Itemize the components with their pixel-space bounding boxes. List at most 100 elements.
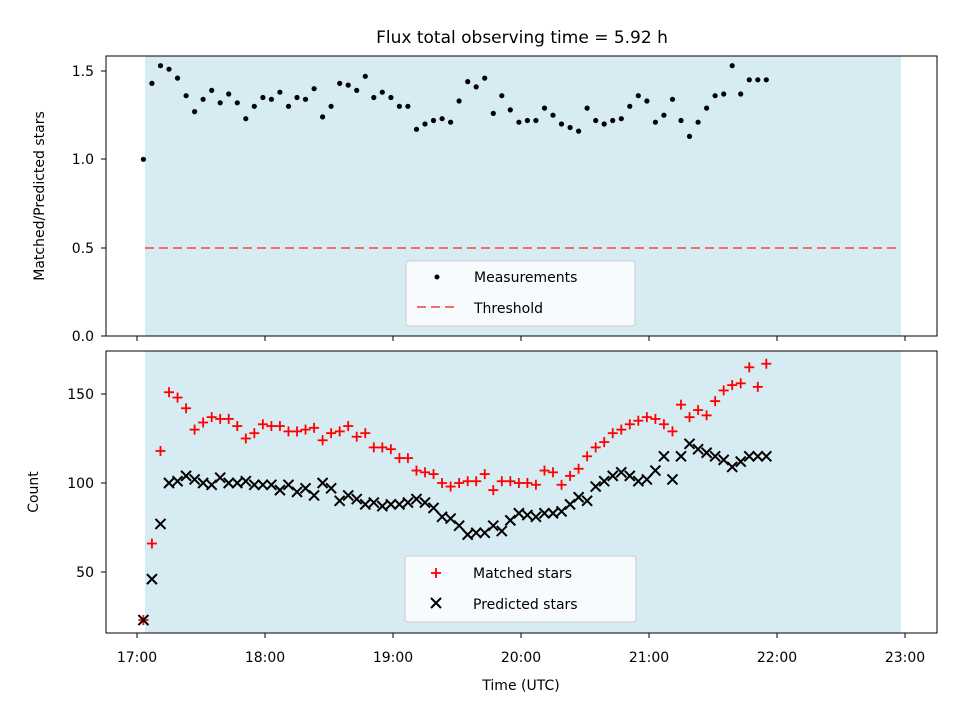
y-ticks-bottom: 50 100 150 bbox=[67, 387, 106, 581]
measurement-point bbox=[157, 63, 164, 69]
legend-marker-predicted bbox=[430, 597, 442, 609]
predicted-star-point bbox=[470, 527, 482, 539]
predicted-star-point bbox=[752, 450, 764, 463]
matched-star-point bbox=[223, 413, 234, 424]
predicted-star-point bbox=[197, 477, 209, 489]
measurement-point bbox=[704, 105, 710, 111]
predicted-star-point bbox=[683, 438, 696, 450]
predicted-star-point bbox=[675, 450, 687, 463]
x-tick-label: 22:00 bbox=[757, 650, 797, 666]
measurement-point bbox=[652, 119, 659, 125]
matched-star-point bbox=[394, 453, 405, 464]
measurement-point bbox=[268, 96, 274, 102]
y-tick-label: 150 bbox=[67, 387, 94, 403]
measurement-point bbox=[593, 117, 599, 124]
legend-marker-matched bbox=[431, 568, 441, 578]
predicted-star-point bbox=[538, 507, 551, 519]
matched-star-point bbox=[513, 478, 524, 488]
predicted-star-point bbox=[291, 486, 303, 498]
matched-star-point bbox=[437, 478, 448, 488]
predicted-star-point bbox=[658, 450, 670, 463]
predicted-star-point bbox=[581, 495, 593, 507]
matched-star-point bbox=[274, 421, 285, 432]
matched-star-point bbox=[300, 424, 311, 435]
matched-star-point bbox=[744, 362, 755, 373]
y-tick-label: 0.5 bbox=[72, 241, 94, 257]
matched-star-point bbox=[727, 380, 738, 391]
matched-star-point bbox=[752, 381, 763, 392]
predicted-star-point bbox=[154, 518, 167, 530]
predicted-star-point bbox=[376, 500, 389, 512]
matched-star-point bbox=[155, 445, 166, 456]
matched-star-point bbox=[189, 424, 200, 435]
measurement-point bbox=[550, 112, 556, 118]
predicted-star-point bbox=[214, 471, 226, 484]
measurement-point bbox=[729, 63, 735, 69]
x-ticks-bottom: 17:00 18:00 19:00 20:00 21:00 22:00 23:0… bbox=[117, 633, 925, 666]
measurement-point bbox=[601, 121, 607, 127]
matched-star-point bbox=[198, 417, 209, 428]
y-tick-label: 0.0 bbox=[72, 329, 94, 345]
measurement-point bbox=[277, 89, 283, 95]
predicted-star-point bbox=[700, 447, 713, 459]
predicted-star-point bbox=[163, 477, 175, 489]
matched-star-point bbox=[334, 426, 345, 437]
predicted-star-point bbox=[333, 495, 346, 507]
predicted-star-point bbox=[487, 520, 499, 532]
predicted-star-point bbox=[257, 479, 269, 491]
measurement-point bbox=[413, 126, 420, 132]
matched-star-point bbox=[146, 538, 157, 549]
matched-star-point bbox=[505, 476, 516, 487]
measurement-point bbox=[738, 91, 744, 97]
measurement-point bbox=[379, 89, 385, 95]
predicted-star-point bbox=[666, 473, 679, 486]
x-tick-label: 17:00 bbox=[117, 650, 157, 666]
measurement-point bbox=[337, 80, 343, 86]
measurement-point bbox=[712, 93, 718, 99]
matched-star-point bbox=[573, 463, 584, 474]
predicted-star-point bbox=[547, 507, 559, 519]
predicted-star-point bbox=[743, 450, 755, 463]
predicted-star-point bbox=[419, 496, 431, 509]
x-axis-label: Time (UTC) bbox=[481, 678, 559, 694]
measurement-point bbox=[140, 156, 146, 162]
measurement-point bbox=[576, 128, 582, 134]
matched-star-point bbox=[232, 421, 243, 432]
matched-star-point bbox=[565, 470, 576, 481]
measurement-point bbox=[328, 103, 334, 109]
predicted-star-point bbox=[385, 498, 397, 511]
predicted-star-point bbox=[231, 477, 243, 489]
measurement-point bbox=[243, 116, 249, 122]
matched-star-point bbox=[411, 465, 422, 476]
matched-star-point bbox=[249, 428, 260, 439]
matched-star-point bbox=[445, 481, 456, 492]
measurement-point bbox=[482, 75, 488, 81]
measurement-point bbox=[200, 96, 206, 102]
matched-star-point bbox=[164, 387, 174, 398]
x-tick-label: 18:00 bbox=[245, 650, 285, 666]
measurement-point bbox=[635, 93, 641, 99]
predicted-star-point bbox=[496, 525, 508, 537]
measurement-point bbox=[465, 79, 471, 85]
measurement-point bbox=[251, 103, 257, 109]
measurement-point bbox=[627, 103, 633, 109]
predicted-star-point bbox=[521, 509, 534, 521]
x-ticks-top bbox=[136, 336, 906, 341]
predicted-star-point bbox=[709, 450, 721, 463]
top-panel: Flux total observing time = 5.92 h 0.0 0… bbox=[32, 28, 938, 345]
measurement-point bbox=[448, 119, 454, 125]
matched-star-point bbox=[351, 431, 362, 442]
measurement-point bbox=[533, 117, 539, 124]
bottom-panel: 50 100 150 17:00 18:00 19:00 20:00 21:00… bbox=[26, 350, 938, 694]
legend-top: Measurements Threshold bbox=[405, 260, 636, 327]
matched-star-point bbox=[172, 392, 183, 403]
predicted-star-point bbox=[607, 470, 619, 482]
matched-star-point bbox=[368, 442, 379, 453]
matched-star-point bbox=[624, 419, 635, 430]
measurement-point bbox=[661, 112, 667, 118]
predicted-star-point bbox=[461, 528, 474, 541]
predicted-star-point bbox=[316, 477, 329, 489]
predicted-star-point bbox=[180, 470, 192, 482]
matched-star-point bbox=[667, 426, 678, 437]
measurement-point bbox=[311, 86, 317, 92]
